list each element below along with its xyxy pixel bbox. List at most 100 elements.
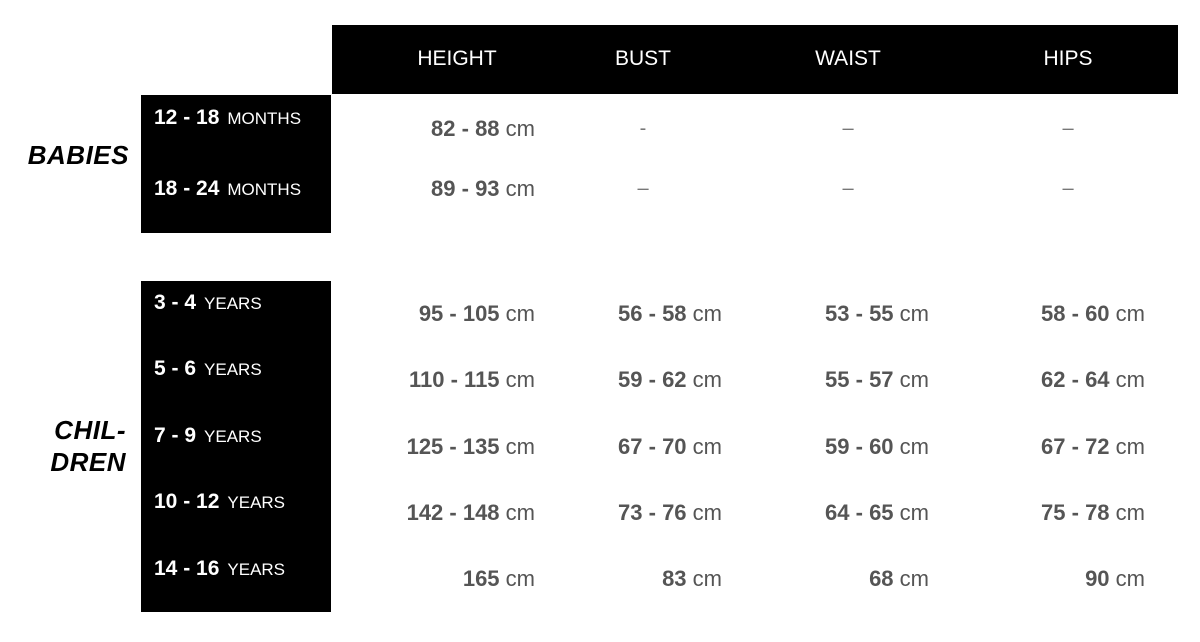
measurement: 90 (1085, 566, 1110, 591)
unit: cm (899, 500, 929, 525)
height-value: 125 - 135 cm (407, 434, 535, 460)
age-unit: YEARS (227, 493, 286, 512)
hips-value: 67 - 72 cm (1041, 434, 1145, 460)
height-value: 110 - 115 cm (409, 367, 535, 393)
group-label-children: CHIL- DREN (50, 414, 126, 478)
measurement: 62 - 64 (1041, 367, 1110, 392)
unit: cm (692, 301, 722, 326)
header-hips: HIPS (1043, 47, 1093, 70)
hips-value: 62 - 64 cm (1041, 367, 1145, 393)
header-height: HEIGHT (417, 47, 497, 70)
age-label: 5 - 6 YEARS (154, 357, 262, 381)
unit: cm (692, 434, 722, 459)
age-unit: YEARS (204, 294, 262, 313)
column-header-bar: HEIGHT BUST WAIST HIPS (332, 25, 1178, 94)
bust-value: 59 - 62 cm (618, 367, 722, 393)
waist-value: – (842, 117, 854, 140)
unit: cm (899, 434, 929, 459)
bust-value: 83 cm (662, 566, 722, 592)
measurement: 89 - 93 (431, 176, 500, 201)
group-label-children-line2: DREN (50, 447, 126, 477)
age-range: 7 - 9 (154, 424, 197, 447)
measurement: 67 - 70 (618, 434, 687, 459)
unit: cm (1115, 434, 1145, 459)
measurement: 110 - 115 (409, 367, 500, 392)
unit: cm (899, 367, 929, 392)
waist-value: 59 - 60 cm (825, 434, 929, 460)
hips-value: 90 cm (1085, 566, 1145, 592)
measurement: 82 - 88 (431, 116, 500, 141)
age-unit: YEARS (204, 360, 262, 379)
measurement: 73 - 76 (618, 500, 687, 525)
age-label: 10 - 12 YEARS (154, 490, 285, 514)
measurement: 95 - 105 (418, 301, 500, 326)
height-value: 142 - 148 cm (407, 500, 535, 526)
bust-value: 67 - 70 cm (618, 434, 722, 460)
unit: cm (1115, 500, 1145, 525)
measurement: 64 - 65 (825, 500, 894, 525)
children-age-box: 3 - 4 YEARS 5 - 6 YEARS 7 - 9 YEARS 10 - 12 YEA… (141, 281, 331, 612)
bust-value: - (639, 117, 647, 140)
header-waist: WAIST (815, 47, 881, 70)
unit: cm (692, 566, 722, 591)
measurement: 75 - 78 (1041, 500, 1110, 525)
hips-value: – (1062, 177, 1074, 200)
unit: cm (899, 566, 929, 591)
hips-value: – (1062, 117, 1074, 140)
bust-value: 56 - 58 cm (618, 301, 722, 327)
unit: cm (505, 500, 535, 525)
hips-value: 58 - 60 cm (1041, 301, 1145, 327)
waist-value: 64 - 65 cm (825, 500, 929, 526)
height-value: 95 - 105 cm (419, 301, 535, 327)
measurement: 53 - 55 (825, 301, 894, 326)
age-label: 12 - 18 MONTHS (154, 106, 301, 130)
age-unit: YEARS (204, 427, 262, 446)
height-value: 89 - 93 cm (431, 176, 535, 202)
measurement: 165 (462, 566, 500, 591)
unit: cm (505, 434, 535, 459)
age-label: 7 - 9 YEARS (154, 424, 262, 448)
age-unit: MONTHS (227, 180, 302, 199)
waist-value: 53 - 55 cm (825, 301, 929, 327)
group-label-babies: BABIES (27, 140, 129, 170)
babies-age-box: 12 - 18 MONTHS 18 - 24 MONTHS (141, 95, 331, 233)
measurement: 68 (869, 566, 894, 591)
measurement: 55 - 57 (825, 367, 894, 392)
unit: cm (505, 566, 535, 591)
unit: cm (505, 176, 535, 201)
measurement: 67 - 72 (1041, 434, 1110, 459)
measurement: 142 - 148 (406, 500, 500, 525)
unit: cm (505, 116, 535, 141)
age-range: 3 - 4 (154, 291, 197, 314)
age-range: 5 - 6 (154, 357, 197, 380)
age-unit: MONTHS (227, 109, 302, 128)
waist-value: – (842, 177, 854, 200)
age-label: 18 - 24 MONTHS (154, 177, 301, 201)
measurement: 58 - 60 (1041, 301, 1110, 326)
measurement: 56 - 58 (618, 301, 687, 326)
measurement: 125 - 135 (406, 434, 500, 459)
age-range: 12 - 18 (154, 106, 220, 129)
measurement: 59 - 60 (825, 434, 894, 459)
waist-value: 55 - 57 cm (825, 367, 929, 393)
hips-value: 75 - 78 cm (1041, 500, 1145, 526)
age-range: 10 - 12 (154, 490, 220, 513)
unit: cm (692, 500, 722, 525)
unit: cm (1115, 367, 1145, 392)
bust-value: – (637, 177, 649, 200)
bust-value: 73 - 76 cm (618, 500, 722, 526)
age-range: 18 - 24 (154, 177, 220, 200)
height-value: 82 - 88 cm (431, 116, 535, 142)
group-label-children-line1: CHIL- (54, 415, 126, 445)
age-range: 14 - 16 (154, 557, 220, 580)
unit: cm (1115, 566, 1145, 591)
unit: cm (505, 301, 535, 326)
measurement: 83 (662, 566, 687, 591)
unit: cm (505, 367, 535, 392)
age-label: 14 - 16 YEARS (154, 557, 285, 581)
unit: cm (1115, 301, 1145, 326)
height-value: 165 cm (463, 566, 535, 592)
unit: cm (899, 301, 929, 326)
age-label: 3 - 4 YEARS (154, 291, 262, 315)
age-unit: YEARS (227, 560, 286, 579)
